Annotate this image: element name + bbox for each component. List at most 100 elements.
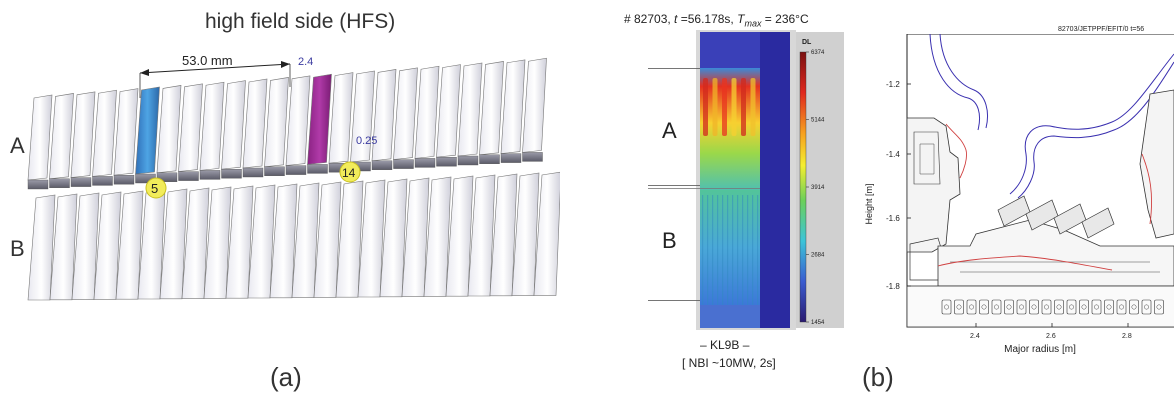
colorbar-tick-label: 1454 — [811, 320, 825, 326]
tile-5 — [135, 86, 160, 175]
dimension-label: 53.0 mm — [182, 53, 233, 68]
tile-row-a — [264, 77, 289, 168]
tile-row-a — [457, 62, 483, 157]
caption-b: (b) — [862, 362, 894, 392]
tile-row-a — [221, 80, 246, 170]
tile-front — [113, 174, 135, 185]
tile-row-b — [357, 179, 386, 298]
coil-unit — [1016, 299, 1027, 315]
tile-row-b — [115, 190, 144, 300]
marker-14-circle — [339, 161, 361, 183]
tile-row-b — [313, 181, 342, 298]
tile-front — [479, 154, 500, 165]
tile-row-a — [49, 93, 74, 180]
coil-unit — [1116, 299, 1127, 315]
coil-unit — [1129, 299, 1139, 315]
ir-footer-nbi: [ NBI ~10MW, 2s] — [682, 356, 776, 370]
y-axis-label: Height [m] — [864, 183, 874, 224]
y-tick-label: -1.8 — [886, 282, 900, 291]
coil-unit — [1066, 299, 1077, 315]
tile-front — [522, 152, 543, 162]
x-tick-label: 2.8 — [1122, 333, 1132, 340]
tile-front — [27, 179, 49, 190]
ir-header-tmax: T — [737, 12, 745, 26]
ir-header-tmax-val: = 236°C — [761, 12, 809, 26]
tile-row-b — [335, 180, 364, 298]
tile-row-b — [225, 185, 254, 299]
ir-panel: # 82703, t =56.178s, Tmax = 236°C — [600, 0, 865, 405]
tile-front — [393, 159, 414, 169]
ir-cool-stripe — [742, 195, 744, 305]
tile-front — [307, 164, 328, 174]
tile-row-a — [371, 69, 397, 162]
ir-cool-stripe — [747, 195, 749, 305]
tile-rows — [27, 57, 560, 301]
tile-row-a — [113, 88, 139, 176]
ir-cool-stripe — [727, 195, 729, 305]
tile-row-b — [159, 188, 188, 300]
tile-front — [178, 171, 199, 181]
tile-front — [285, 165, 307, 175]
colorbar-tick-label: 2684 — [811, 253, 825, 259]
tile-row-a — [199, 81, 225, 171]
tile-front — [221, 168, 242, 179]
tile-row-a — [178, 83, 203, 172]
ir-header-t: t — [674, 12, 678, 26]
tile-front — [414, 158, 436, 168]
ir-cool-stripe — [717, 195, 719, 305]
tile-14 — [307, 73, 332, 165]
y-tick-label: -1.6 — [886, 214, 900, 223]
colorbar-tick-label: 3914 — [811, 185, 825, 191]
tile-row-b — [27, 194, 56, 301]
tile-front — [242, 167, 264, 178]
coil-unit — [966, 299, 977, 315]
y-tick-label: -1.4 — [886, 150, 900, 159]
tile-row-a — [70, 91, 96, 178]
coil-unit — [941, 299, 952, 315]
value-top-label: 2.4 — [298, 56, 313, 68]
ir-header-tmax-sub: max — [744, 18, 762, 29]
ir-cool-stripe — [702, 195, 704, 305]
value-side-label: 0.25 — [356, 135, 377, 147]
x-tick-label: 2.6 — [1046, 333, 1056, 340]
tile-row-b — [379, 178, 408, 298]
ir-cool-stripe — [707, 195, 709, 305]
tile-row-b — [93, 191, 122, 300]
x-axis-label: Major radius [m] — [1004, 344, 1076, 354]
tile-row-b — [511, 172, 540, 296]
tile-row-a — [328, 72, 354, 164]
tile-row-b — [181, 187, 210, 299]
colorbar-tick-label: 6374 — [811, 50, 825, 56]
tile-row-b — [423, 176, 452, 297]
ir-cool-stripe — [737, 195, 739, 305]
ir-hot-stripe — [703, 78, 708, 136]
y-tick-label: -1.2 — [886, 80, 900, 89]
tile-row-a — [436, 64, 461, 158]
coil-unit — [1091, 299, 1102, 315]
coil-unit — [1154, 299, 1164, 315]
coil-unit — [991, 299, 1002, 315]
tile-front — [49, 178, 70, 189]
coil-unit — [1054, 299, 1064, 315]
tile-row-a — [92, 89, 117, 177]
tile-row-b — [269, 183, 298, 299]
ir-row-b: B — [662, 228, 677, 253]
tile-front — [70, 177, 92, 187]
colorbar-tick-label: 5144 — [811, 118, 825, 124]
coil-unit — [1079, 299, 1089, 315]
tile-row-a — [242, 78, 268, 169]
divertor-tile — [1081, 207, 1115, 239]
tile-row-a — [350, 70, 375, 163]
tile-row-a — [393, 67, 418, 160]
ir-cool-stripe — [757, 195, 759, 305]
axis-ticks: -1.2 -1.4 -1.6 -1.8 2.4 2.6 2.8 — [886, 80, 1132, 340]
tile-front — [199, 170, 221, 180]
marker-5-label: 5 — [151, 181, 158, 196]
bottom-units — [941, 299, 1164, 315]
tile-row-b — [203, 186, 232, 299]
panel-b: 82703/JETPPF/EFIT/0 t=56 -1.2 -1.4 -1.6 -1.… — [850, 0, 1174, 405]
tile-front — [156, 172, 178, 183]
ir-stripes — [702, 78, 759, 305]
tile-row-a — [500, 59, 526, 154]
tile-row-a — [156, 85, 182, 174]
